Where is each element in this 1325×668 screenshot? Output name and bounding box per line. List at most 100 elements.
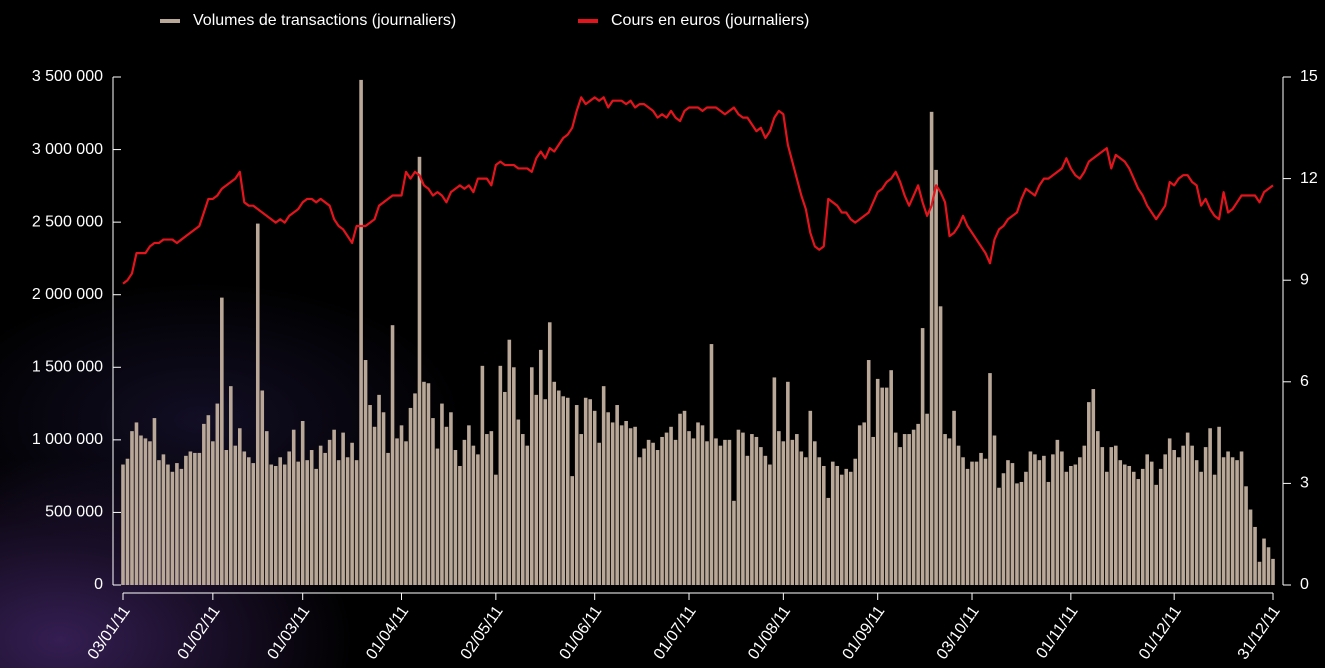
bar [804, 457, 808, 585]
bar [143, 438, 148, 585]
bar [193, 452, 197, 585]
bar [512, 367, 516, 585]
bar [1127, 465, 1132, 585]
bar [624, 420, 628, 585]
bar [471, 445, 476, 585]
bar [839, 474, 844, 585]
bar [997, 487, 1001, 585]
y2-tick-label: 9 [1300, 271, 1309, 288]
y-tick-label: 3 500 000 [32, 68, 103, 85]
bar [278, 457, 283, 585]
bar [786, 381, 790, 585]
bar [287, 451, 292, 585]
bar [709, 344, 714, 585]
bar [736, 429, 741, 585]
bar [651, 442, 655, 585]
bar [826, 497, 831, 585]
bar [817, 457, 822, 585]
bar [184, 455, 188, 585]
bar [700, 425, 705, 585]
bar [763, 455, 768, 585]
y-tick-label: 2 000 000 [32, 286, 103, 303]
x-tick-label: 01/02/11 [175, 603, 224, 663]
bar [795, 434, 799, 585]
bar [1217, 426, 1221, 585]
x-tick-label: 02/05/11 [458, 603, 507, 663]
bar [718, 445, 723, 585]
bar [264, 431, 269, 585]
y-tick-label: 3 000 000 [32, 141, 103, 158]
bar [215, 403, 220, 585]
bar [291, 429, 296, 585]
bar [327, 439, 332, 585]
bar [1167, 438, 1172, 585]
bar [1078, 457, 1082, 585]
bar [777, 431, 781, 585]
bar [224, 450, 229, 585]
bar [125, 458, 130, 585]
bar [547, 322, 552, 585]
bar [422, 381, 426, 585]
y-tick-label: 2 500 000 [32, 213, 103, 230]
bar [979, 452, 983, 585]
bar [332, 429, 336, 585]
bar [390, 325, 395, 585]
bar [754, 436, 759, 585]
y-tick-label: 1 000 000 [32, 431, 103, 448]
bar [556, 390, 561, 585]
bar [1037, 460, 1042, 585]
bar [1024, 471, 1028, 585]
bar [1145, 454, 1150, 585]
bar [462, 439, 467, 585]
bar [1185, 432, 1190, 585]
bar [1194, 460, 1199, 585]
bar [678, 413, 682, 585]
bar [848, 471, 853, 585]
bar [682, 410, 687, 585]
bar [1109, 447, 1114, 585]
bar [417, 156, 422, 586]
bar [637, 457, 642, 585]
bar [732, 500, 736, 585]
bar [170, 471, 175, 585]
bar [372, 426, 377, 585]
bar [565, 397, 570, 585]
bar [449, 412, 453, 585]
x-tick-label: 01/08/11 [745, 603, 794, 663]
bar [139, 435, 143, 585]
bar [188, 451, 193, 585]
bar [1158, 468, 1163, 585]
bar [179, 468, 184, 585]
bar [175, 463, 179, 585]
bar [790, 439, 795, 585]
bar [480, 365, 485, 585]
bar [1001, 473, 1006, 585]
bar [1069, 465, 1073, 585]
bar [1230, 457, 1235, 585]
bar [916, 423, 920, 585]
x-tick-label: 01/07/11 [651, 603, 700, 663]
bar [134, 422, 139, 585]
bar [934, 169, 938, 586]
bar [381, 412, 386, 585]
bar [1087, 402, 1091, 585]
bar [121, 464, 125, 585]
y-tick-label: 0 [94, 576, 103, 593]
bar [1136, 479, 1141, 585]
bar [1055, 439, 1060, 585]
bar [211, 441, 215, 585]
bar [1262, 538, 1266, 585]
bar [395, 438, 399, 585]
bar [386, 452, 390, 585]
legend-label: Cours en euros (journaliers) [611, 12, 809, 29]
x-tick-label: 01/09/11 [839, 603, 888, 663]
bar [871, 436, 875, 585]
x-tick-label: 01/06/11 [556, 603, 605, 663]
bar [269, 464, 274, 585]
bar [1266, 547, 1271, 585]
bar [664, 432, 669, 585]
bar [157, 460, 161, 585]
bar [498, 365, 503, 585]
bar [318, 445, 323, 585]
